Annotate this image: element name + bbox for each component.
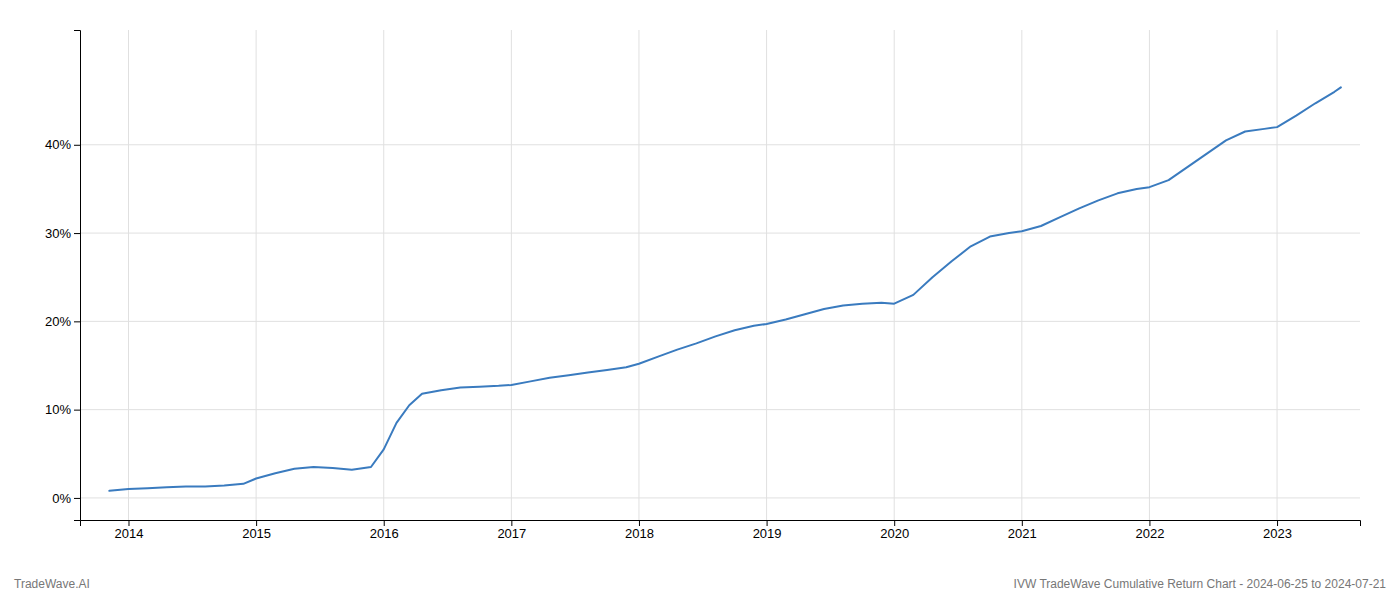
y-tick-mark — [74, 410, 80, 411]
x-tick-mark — [511, 520, 512, 526]
x-tick-mark — [767, 520, 768, 526]
x-tick-label: 2020 — [880, 526, 909, 541]
x-tick-mark — [1277, 520, 1278, 526]
y-tick: 20% — [45, 314, 80, 329]
grid-line-x — [1149, 30, 1150, 520]
y-tick-mark — [74, 145, 80, 146]
y-tick-label: 30% — [45, 226, 71, 241]
grid-line-y — [80, 233, 1360, 234]
x-tick-label: 2018 — [625, 526, 654, 541]
x-tick-label: 2022 — [1135, 526, 1164, 541]
x-tick-label: 2023 — [1263, 526, 1292, 541]
y-tick-mark — [74, 498, 80, 499]
y-tick: 10% — [45, 402, 80, 417]
y-tick-label: 40% — [45, 137, 71, 152]
y-axis-line — [74, 31, 81, 521]
grid-line-x — [638, 30, 639, 520]
x-tick: 2015 — [242, 520, 271, 541]
grid-line-x — [128, 30, 129, 520]
plot-area — [109, 87, 1341, 490]
x-tick-mark — [1149, 520, 1150, 526]
x-tick-mark — [256, 520, 257, 526]
grid-line-y — [80, 144, 1360, 145]
grid-line-y — [80, 321, 1360, 322]
x-tick: 2014 — [115, 520, 144, 541]
footer-text: IVW TradeWave Cumulative Return Chart - … — [1014, 577, 1387, 591]
grid-line-x — [894, 30, 895, 520]
x-tick: 2020 — [880, 520, 909, 541]
grid-line-x — [511, 30, 512, 520]
y-tick-mark — [74, 321, 80, 322]
x-tick-label: 2019 — [753, 526, 782, 541]
y-tick-label: 20% — [45, 314, 71, 329]
y-tick-label: 0% — [52, 491, 71, 506]
y-tick-mark — [74, 233, 80, 234]
grid-line-y — [80, 497, 1360, 498]
x-tick: 2023 — [1263, 520, 1292, 541]
x-axis: 2014 2015 2016 2017 2018 2019 2020 2021 2022 2023 — [81, 520, 1361, 541]
x-tick-label: 2021 — [1008, 526, 1037, 541]
x-tick-label: 2015 — [242, 526, 271, 541]
grid-line-x — [1021, 30, 1022, 520]
grid-line-y — [80, 409, 1360, 410]
grid-line-x — [256, 30, 257, 520]
x-tick: 2018 — [625, 520, 654, 541]
y-tick: 30% — [45, 226, 80, 241]
x-tick-mark — [639, 520, 640, 526]
x-tick-mark — [384, 520, 385, 526]
x-tick-label: 2014 — [115, 526, 144, 541]
grid — [80, 30, 1360, 520]
x-tick-mark — [1022, 520, 1023, 526]
x-tick-label: 2016 — [370, 526, 399, 541]
y-axis: 0% 10% 20% 30% 40% — [45, 31, 81, 521]
chart: 2014 2015 2016 2017 2018 2019 2020 2021 2022 2023… — [0, 0, 1400, 600]
line — [109, 87, 1341, 490]
x-tick: 2019 — [753, 520, 782, 541]
x-axis-line — [81, 521, 1361, 527]
y-tick-label: 10% — [45, 402, 71, 417]
x-tick: 2021 — [1008, 520, 1037, 541]
x-tick-mark — [128, 520, 129, 526]
x-tick: 2017 — [497, 520, 526, 541]
footer-text: TradeWave.AI — [14, 577, 90, 591]
x-tick: 2016 — [370, 520, 399, 541]
y-tick: 0% — [52, 491, 80, 506]
y-tick: 40% — [45, 137, 80, 152]
grid-line-x — [1277, 30, 1278, 520]
x-tick-label: 2017 — [497, 526, 526, 541]
x-tick: 2022 — [1135, 520, 1164, 541]
x-tick-mark — [894, 520, 895, 526]
grid-line-x — [766, 30, 767, 520]
